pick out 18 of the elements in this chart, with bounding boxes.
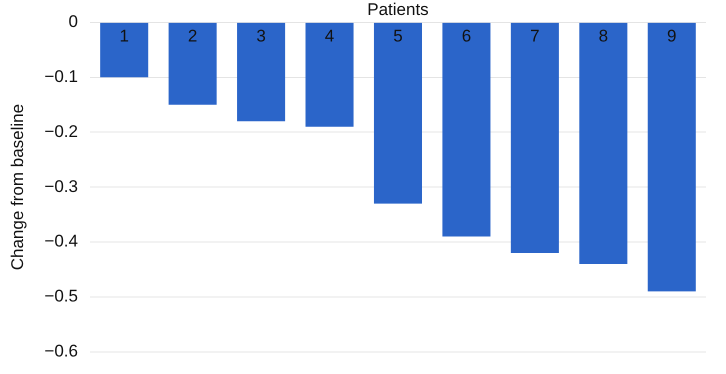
- x-tick-label: 1: [119, 26, 129, 46]
- x-tick-label: 7: [530, 26, 540, 46]
- y-tick-label: −0.4: [44, 232, 78, 251]
- x-tick-label: 4: [324, 26, 334, 46]
- x-tick-label: 3: [256, 26, 266, 46]
- y-tick-label: −0.2: [44, 122, 78, 141]
- x-tick-label: 2: [188, 26, 198, 46]
- x-axis-title: Patients: [367, 0, 429, 19]
- y-tick-label: −0.6: [44, 341, 78, 360]
- y-tick-label: −0.5: [44, 286, 78, 306]
- y-tick-label: −0.3: [44, 176, 78, 196]
- x-tick-label: 6: [462, 26, 472, 46]
- y-tick-label: 0: [68, 12, 78, 32]
- y-axis-title: Change from baseline: [8, 104, 27, 270]
- x-tick-label: 5: [393, 26, 403, 46]
- y-tick-label: −0.1: [44, 66, 78, 86]
- x-tick-label: 9: [667, 26, 677, 46]
- x-tick-label: 8: [598, 26, 608, 46]
